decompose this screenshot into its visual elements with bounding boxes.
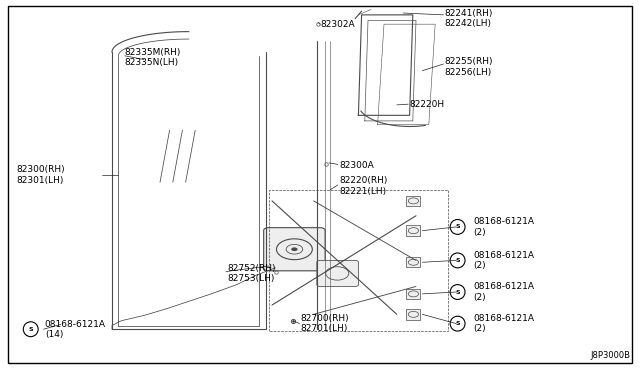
Text: 08168-6121A
(2): 08168-6121A (2)	[474, 314, 534, 333]
Bar	[406, 289, 420, 299]
Text: 08168-6121A
(2): 08168-6121A (2)	[474, 282, 534, 302]
Text: S: S	[455, 289, 460, 295]
FancyBboxPatch shape	[264, 228, 325, 271]
Text: 08168-6121A
(2): 08168-6121A (2)	[474, 217, 534, 237]
Text: 08168-6121A
(2): 08168-6121A (2)	[474, 251, 534, 270]
Bar	[406, 257, 420, 267]
Bar	[406, 196, 420, 206]
Text: J8P3000B: J8P3000B	[590, 351, 630, 360]
Text: S: S	[455, 224, 460, 230]
Text: 82302A: 82302A	[320, 20, 355, 29]
Text: 82300A: 82300A	[339, 161, 374, 170]
Text: 82335M(RH)
82335N(LH): 82335M(RH) 82335N(LH)	[125, 48, 181, 67]
Bar	[406, 225, 420, 236]
Text: 82220(RH)
82221(LH): 82220(RH) 82221(LH)	[339, 176, 388, 196]
Circle shape	[291, 247, 298, 251]
Bar	[406, 309, 420, 320]
Text: 82752(RH)
82753(LH): 82752(RH) 82753(LH)	[227, 264, 276, 283]
Text: S: S	[455, 258, 460, 263]
Text: 82300(RH)
82301(LH): 82300(RH) 82301(LH)	[16, 165, 65, 185]
Text: 82220H: 82220H	[410, 100, 445, 109]
FancyBboxPatch shape	[317, 260, 358, 286]
Text: S: S	[28, 327, 33, 332]
Text: 82255(RH)
82256(LH): 82255(RH) 82256(LH)	[445, 57, 493, 77]
Text: 82241(RH)
82242(LH): 82241(RH) 82242(LH)	[445, 9, 493, 28]
Text: 08168-6121A
(14): 08168-6121A (14)	[45, 320, 106, 339]
Text: S: S	[455, 321, 460, 326]
Text: 82700(RH)
82701(LH): 82700(RH) 82701(LH)	[301, 314, 349, 333]
